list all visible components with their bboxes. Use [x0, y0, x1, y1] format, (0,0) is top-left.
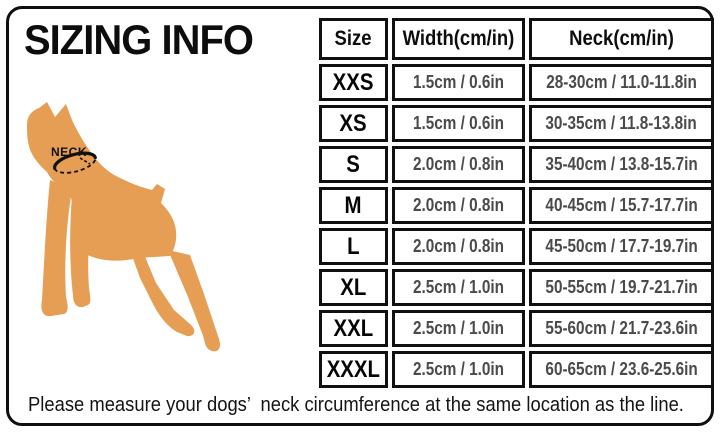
dog-measurement-diagram: NECK	[27, 102, 220, 352]
width-cell: 2.0cm / 0.8in	[391, 228, 525, 265]
table-header-row: Size Width(cm/in) Neck(cm/in)	[319, 18, 714, 60]
neck-cell: 60-65cm / 23.6-25.6in	[528, 351, 714, 388]
dog-front-leg-near	[41, 180, 72, 317]
dog-rear-leg-far	[168, 250, 220, 352]
size-cell: XXL	[319, 310, 388, 347]
header-neck: Neck(cm/in)	[528, 18, 714, 60]
neck-cell: 28-30cm / 11.0-11.8in	[528, 64, 714, 101]
page-title: SIZING INFO	[24, 16, 254, 63]
width-cell: 2.5cm / 1.0in	[391, 310, 525, 347]
neck-cell: 30-35cm / 11.8-13.8in	[528, 105, 714, 142]
sizing-table: Size Width(cm/in) Neck(cm/in) XXS 1.5cm …	[315, 14, 718, 392]
width-cell: 2.5cm / 1.0in	[391, 269, 525, 306]
width-cell: 2.5cm / 1.0in	[391, 351, 525, 388]
size-cell: XXS	[319, 64, 388, 101]
table-row: S 2.0cm / 0.8in 35-40cm / 13.8-15.7in	[319, 146, 714, 183]
neck-cell: 55-60cm / 21.7-23.6in	[528, 310, 714, 347]
size-cell: S	[319, 146, 388, 183]
width-cell: 2.0cm / 0.8in	[391, 146, 525, 183]
dog-rear-leg-near	[130, 235, 195, 337]
width-cell: 1.5cm / 0.6in	[391, 105, 525, 142]
neck-cell: 40-45cm / 15.7-17.7in	[528, 187, 714, 224]
header-width: Width(cm/in)	[391, 18, 525, 60]
table-row: XS 1.5cm / 0.6in 30-35cm / 11.8-13.8in	[319, 105, 714, 142]
table-row: XXL 2.5cm / 1.0in 55-60cm / 21.7-23.6in	[319, 310, 714, 347]
size-cell: XL	[319, 269, 388, 306]
table-row: L 2.0cm / 0.8in 45-50cm / 17.7-19.7in	[319, 228, 714, 265]
neck-label: NECK	[51, 145, 87, 159]
width-cell: 2.0cm / 0.8in	[391, 187, 525, 224]
table-row: M 2.0cm / 0.8in 40-45cm / 15.7-17.7in	[319, 187, 714, 224]
dog-silhouette	[27, 102, 177, 261]
neck-cell: 50-55cm / 19.7-21.7in	[528, 269, 714, 306]
width-cell: 1.5cm / 0.6in	[391, 64, 525, 101]
size-cell: XS	[319, 105, 388, 142]
table-row: XXXL 2.5cm / 1.0in 60-65cm / 23.6-25.6in	[319, 351, 714, 388]
collar-measure-line	[53, 151, 97, 174]
neck-cell: 35-40cm / 13.8-15.7in	[528, 146, 714, 183]
neck-cell: 45-50cm / 17.7-19.7in	[528, 228, 714, 265]
size-cell: XXXL	[319, 351, 388, 388]
header-size: Size	[319, 18, 388, 60]
size-cell: M	[319, 187, 388, 224]
table-row: XXS 1.5cm / 0.6in 28-30cm / 11.0-11.8in	[319, 64, 714, 101]
size-cell: L	[319, 228, 388, 265]
table-row: XL 2.5cm / 1.0in 50-55cm / 19.7-21.7in	[319, 269, 714, 306]
measurement-instruction: Please measure your dogs’ neck circumfer…	[28, 394, 684, 416]
neck-pointer-line	[79, 157, 91, 165]
